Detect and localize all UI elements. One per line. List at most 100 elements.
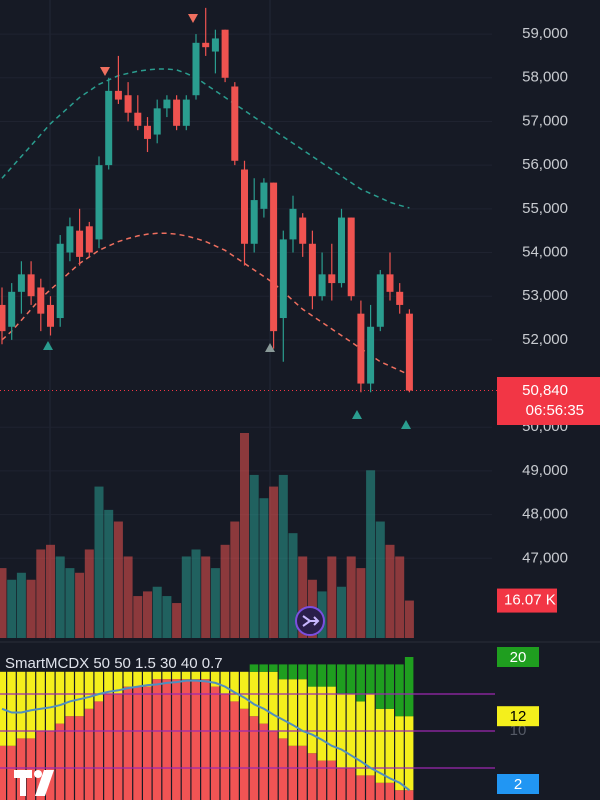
indicator-bar: [327, 686, 336, 761]
indicator-pane: 10 20 12 2: [0, 647, 539, 800]
volume-bar: [278, 474, 288, 638]
indicator-bar: [298, 679, 307, 746]
indicator-bar: [16, 738, 26, 800]
indicator-bar: [7, 745, 16, 800]
indicator-bar: [7, 671, 16, 746]
indicator-bar: [94, 701, 103, 800]
volume-bar: [172, 603, 182, 638]
indicator-bar: [366, 775, 375, 800]
indicator-bar: [259, 664, 268, 672]
envelope-line: [1, 232, 410, 376]
volume-bar: [210, 568, 220, 638]
indicator-bar: [152, 671, 162, 680]
indicator-bar: [181, 679, 191, 800]
volume-bar: [181, 556, 191, 638]
indicator-badge: [497, 706, 539, 727]
indicator-bar: [26, 671, 36, 739]
volume-bar: [259, 498, 269, 638]
volume-bar: [152, 586, 162, 638]
candle-body: [0, 304, 6, 332]
candle-body: [163, 99, 171, 109]
indicator-badge-label: 12: [510, 708, 527, 725]
indicator-bar: [395, 716, 404, 791]
candle-body: [17, 274, 25, 292]
volume-label: 16.07 K: [504, 592, 556, 609]
indicator-bar: [375, 782, 385, 800]
candle-body: [241, 169, 248, 244]
indicator-bar: [201, 671, 210, 680]
indicator-bar: [123, 671, 133, 687]
candle-body: [66, 226, 74, 253]
indicator-bar: [317, 760, 327, 800]
indicator-bar: [404, 657, 414, 717]
volume-bar: [55, 556, 65, 638]
logo-part: [35, 770, 54, 796]
candle-body: [270, 182, 278, 332]
y-tick-label: 58,000: [522, 69, 568, 86]
indicator-bar: [327, 760, 336, 800]
indicator-bar: [307, 686, 317, 754]
indicator-bar: [133, 671, 142, 687]
volume-bar: [366, 470, 376, 638]
y-tick-label: 57,000: [522, 112, 568, 129]
indicator-bar: [366, 664, 375, 694]
candle-body: [47, 304, 54, 327]
candle-body: [95, 165, 103, 240]
y-tick-label: 54,000: [522, 243, 568, 260]
candle-body: [202, 42, 210, 48]
indicator-bar: [249, 716, 259, 800]
volume-bar: [84, 549, 94, 638]
indicator-bar: [181, 671, 191, 680]
indicator-bar: [143, 686, 152, 800]
volume-bar: [65, 568, 75, 638]
logo-part: [34, 770, 42, 778]
volume-bar: [104, 509, 114, 638]
y-tick-label: 55,000: [522, 200, 568, 217]
indicator-bar: [230, 671, 239, 702]
indicator-badge-label: 2: [514, 776, 522, 793]
volume-bar: [220, 544, 230, 638]
tv-logo: [14, 770, 54, 796]
indicator-bar: [259, 671, 268, 724]
indicator-bar: [366, 694, 375, 776]
indicator-bar: [269, 731, 278, 800]
candle-body: [114, 90, 122, 100]
indicator-bar: [104, 694, 113, 800]
candle-body: [27, 274, 35, 297]
indicator-bar: [298, 745, 307, 800]
volume-bar: [385, 544, 395, 638]
indicator-bar: [36, 671, 45, 731]
volume-bar: [395, 556, 405, 638]
volume-bar: [230, 521, 240, 638]
candle-body: [250, 200, 258, 244]
y-tick-label: 53,000: [522, 287, 568, 304]
candle-body: [76, 230, 84, 257]
volume-bar: [0, 568, 7, 638]
indicator-bar: [210, 686, 220, 800]
candle-body: [289, 208, 297, 240]
indicator-bar: [404, 790, 414, 800]
buy-signal: [43, 341, 53, 350]
candle-body: [299, 217, 307, 244]
volume-bar: [288, 533, 298, 638]
indicator-bar: [278, 679, 288, 739]
volume-bar: [356, 568, 366, 638]
indicator-tick-label: 10: [510, 722, 527, 739]
candle-body: [386, 274, 394, 292]
volume-bar: [26, 579, 36, 638]
indicator-bar: [288, 664, 297, 680]
indicator-bar: [346, 768, 356, 800]
y-tick-label: 47,000: [522, 549, 568, 566]
indicator-bar: [337, 664, 346, 694]
volume-bar: [191, 549, 201, 638]
candle-body: [376, 274, 384, 327]
volume-bar: [269, 486, 279, 638]
y-tick-label: 59,000: [522, 25, 568, 42]
candle-body: [192, 42, 200, 96]
candle-body: [221, 29, 229, 78]
buy-signal: [265, 343, 275, 352]
indicator-bar: [55, 671, 65, 724]
indicator-bar: [346, 664, 356, 694]
indicator-bar: [269, 664, 278, 672]
